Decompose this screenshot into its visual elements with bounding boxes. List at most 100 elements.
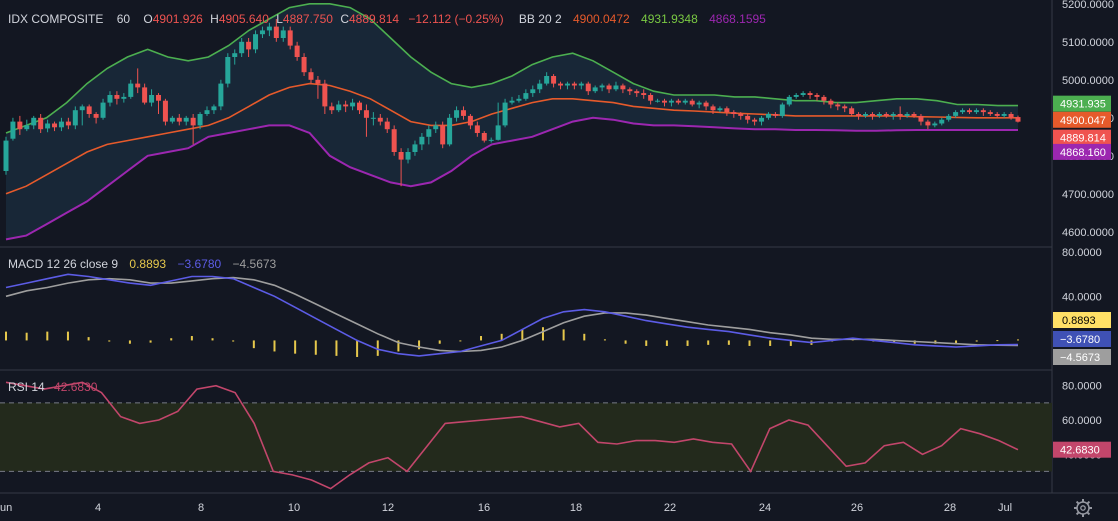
candle-body	[315, 79, 321, 84]
candle	[973, 108, 979, 114]
candle-body	[225, 57, 231, 84]
macd-hist-bar	[418, 340, 421, 350]
candle-body	[966, 110, 972, 113]
time-tick-label: 22	[664, 502, 676, 514]
candle-body	[398, 152, 404, 160]
candle-body	[578, 83, 584, 86]
rsi-value: 42.6830	[54, 380, 98, 394]
candle-body	[509, 100, 515, 103]
candle	[169, 115, 175, 124]
macd-hist-bar	[480, 336, 483, 341]
candle	[849, 106, 855, 116]
candle-body	[994, 114, 1000, 116]
price-tick-label: 4700.0000	[1062, 189, 1114, 201]
candle	[412, 140, 418, 156]
candle-body	[79, 106, 85, 111]
rsi-tick-label: 60.0000	[1062, 415, 1102, 427]
candle	[759, 115, 765, 126]
macd-hist-bar	[665, 340, 668, 346]
candle	[710, 104, 716, 114]
candle	[86, 104, 92, 118]
candle	[876, 112, 882, 118]
candle-body	[204, 110, 210, 114]
candle-body	[52, 123, 58, 128]
candle	[828, 98, 834, 109]
macd-hist-bar	[707, 340, 710, 345]
macd-hist-bar	[748, 340, 751, 346]
macd-hist-bar	[335, 340, 338, 356]
candle-body	[668, 100, 674, 103]
candle-body	[599, 85, 605, 88]
candle-body	[620, 85, 626, 90]
macd-hist-bar	[583, 333, 586, 341]
candle-body	[828, 100, 834, 105]
candle-body	[849, 108, 855, 114]
candle	[246, 38, 252, 57]
candle	[363, 104, 369, 137]
candle-body	[904, 114, 910, 116]
candle	[661, 98, 667, 107]
candle	[454, 106, 460, 122]
candle-body	[447, 117, 453, 145]
candle-body	[814, 95, 820, 97]
open-label: O	[143, 12, 152, 26]
rsi-band-fill	[0, 402, 1052, 472]
macd-hist-bar	[996, 340, 999, 342]
bb-band-fill	[6, 3, 1018, 240]
candle	[10, 117, 16, 141]
price-tick-label: 5100.0000	[1062, 37, 1114, 49]
rsi-label: RSI 14	[8, 380, 45, 394]
candle-body	[925, 121, 931, 126]
candle-body	[107, 95, 113, 103]
macd-hist-bar	[170, 338, 173, 341]
candle-body	[502, 102, 508, 126]
candle-body	[301, 57, 307, 73]
candle-body	[987, 112, 993, 114]
candle	[17, 115, 23, 135]
candle-body	[38, 117, 44, 130]
macd-pane[interactable]	[5, 273, 1019, 357]
candle-body	[980, 110, 986, 113]
macd-hist-bar	[356, 340, 359, 357]
candle	[294, 41, 300, 61]
macd-hist-bar	[769, 340, 772, 346]
candle	[530, 85, 536, 97]
macd-hist-bar	[190, 336, 193, 341]
candle	[994, 112, 1000, 118]
candle-body	[641, 93, 647, 95]
candle-body	[114, 95, 120, 99]
candle-body	[627, 89, 633, 92]
candle-body	[571, 83, 577, 86]
candle-body	[488, 139, 494, 141]
price-tick-label: 4600.0000	[1062, 227, 1114, 239]
price-pane[interactable]	[3, 3, 1021, 241]
candle-body	[343, 104, 349, 107]
rsi-pane[interactable]	[0, 381, 1052, 490]
macd-hist-bar	[25, 332, 28, 341]
candle-body	[738, 114, 744, 116]
candle-body	[253, 34, 259, 50]
candle-body	[807, 93, 813, 95]
candle	[856, 112, 862, 120]
candle	[966, 108, 972, 114]
candle	[114, 91, 120, 105]
candle	[197, 112, 203, 130]
candle-body	[856, 114, 862, 116]
candle-body	[759, 117, 765, 122]
candle-body	[1001, 114, 1007, 116]
candle	[904, 112, 910, 118]
candle	[495, 102, 501, 141]
candle	[211, 104, 217, 114]
gear-icon[interactable]	[1074, 499, 1092, 517]
macd-hist-bar	[459, 340, 462, 342]
macd-hist-bar	[252, 340, 255, 349]
candle	[1001, 112, 1007, 118]
candle-body	[239, 41, 245, 54]
candle	[558, 81, 564, 90]
candle	[765, 112, 771, 120]
macd-tick-label: 80.0000	[1062, 247, 1102, 259]
macd-tag-macd-text: −3.6780	[1060, 334, 1100, 346]
candle	[1008, 112, 1014, 120]
candle-body	[294, 45, 300, 57]
macd-hist-bar	[273, 340, 276, 352]
